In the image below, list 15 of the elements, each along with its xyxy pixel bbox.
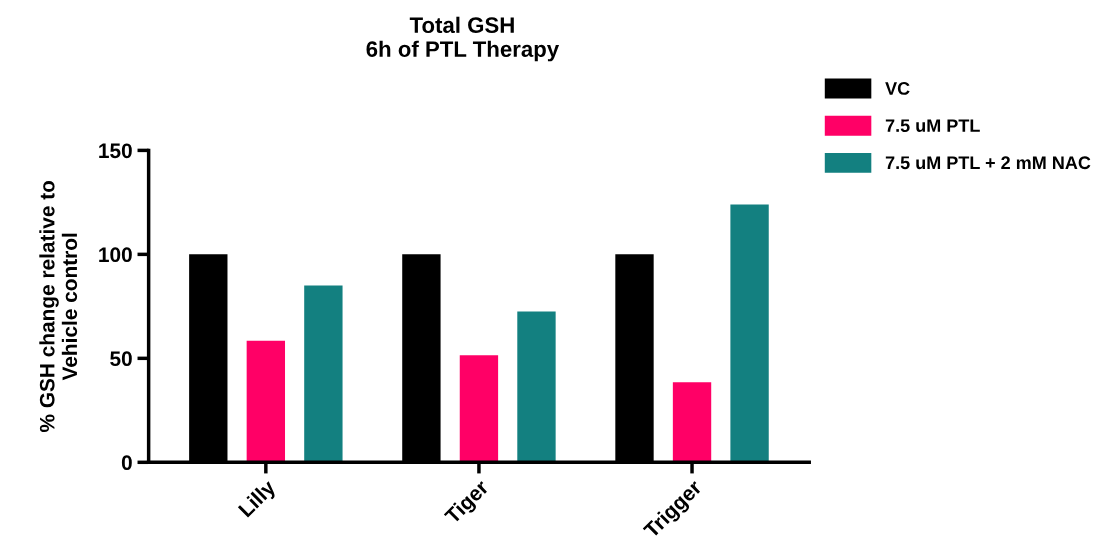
bar <box>246 340 286 463</box>
y-tick-label: 150 <box>99 143 132 159</box>
y-tick-label: 50 <box>110 351 132 367</box>
y-axis-title: % GSH change relative to Vehicle control <box>39 180 78 433</box>
bar <box>730 204 769 463</box>
bar <box>459 355 499 463</box>
y-tick-label: 0 <box>121 455 132 471</box>
chart-title: Total GSH 6h of PTL Therapy <box>366 16 560 62</box>
bar <box>517 311 556 463</box>
bar <box>672 382 712 463</box>
y-tick-label: 100 <box>99 247 132 263</box>
bar <box>304 285 343 463</box>
legend-label: VC <box>885 82 910 95</box>
legend-label: 7.5 uM PTL + 2 mM NAC <box>885 156 1091 170</box>
legend-label: 7.5 uM PTL <box>885 119 980 132</box>
